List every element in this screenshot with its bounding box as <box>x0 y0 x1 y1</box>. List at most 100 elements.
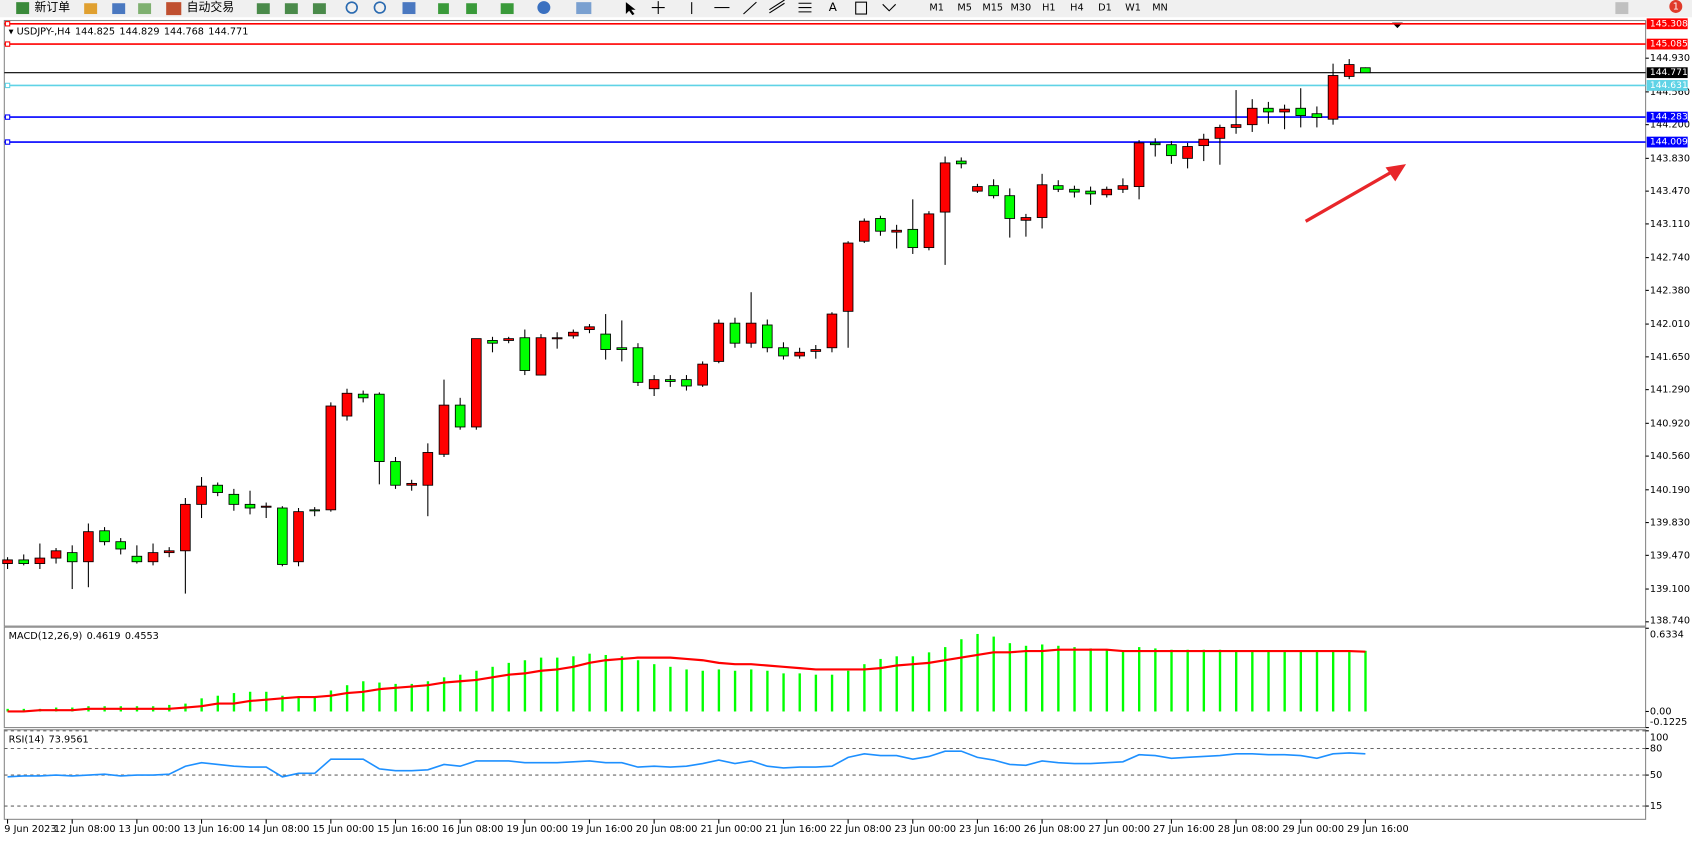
rsi-header: RSI(14) 73.9561 <box>9 734 89 745</box>
timeframe-button[interactable]: MN <box>1152 3 1168 14</box>
channel-icon[interactable] <box>769 0 785 14</box>
timeframe-button[interactable]: W1 <box>1125 3 1141 14</box>
timeframe-button[interactable]: M15 <box>982 3 1003 14</box>
macd-bar <box>345 685 349 712</box>
trendline-icon[interactable] <box>743 1 757 15</box>
y-tick-label: 139.100 <box>1650 584 1690 595</box>
notification-badge[interactable] <box>1669 0 1683 13</box>
y-tick-label: 140.190 <box>1650 485 1690 496</box>
macd-bar <box>394 683 397 712</box>
candle-body <box>1246 107 1258 126</box>
y-tick-label: 15 <box>1650 801 1662 812</box>
candle-body <box>826 313 838 349</box>
timeframe-button[interactable]: M30 <box>1010 3 1031 14</box>
macd-bar <box>265 691 268 712</box>
arrows-icon[interactable] <box>882 3 897 12</box>
x-tick-label: 20 Jun 08:00 <box>636 824 698 835</box>
toolbar-icon[interactable] <box>84 3 98 15</box>
cursor-icon[interactable] <box>625 2 636 16</box>
candle-body <box>762 324 773 349</box>
y-tick-label: 140.560 <box>1650 451 1690 462</box>
toolbar-icon[interactable] <box>112 3 126 15</box>
x-tick-label: 14 Jun 08:00 <box>248 824 310 835</box>
macd-bar <box>1202 649 1206 712</box>
price-tag <box>1646 136 1688 148</box>
chart-header: ▾ USDJPY-,H4 144.825 144.829 144.768 144.771 <box>9 26 249 37</box>
toolbar-icon[interactable] <box>402 2 416 15</box>
periods-icon[interactable] <box>537 1 551 15</box>
timeframe-button[interactable]: M1 <box>929 3 944 14</box>
toolbar-icon[interactable] <box>438 3 449 15</box>
macd-bar <box>1105 649 1109 712</box>
toolbar-icon[interactable] <box>284 3 298 15</box>
macd-bar <box>636 660 640 712</box>
candle-body <box>584 326 595 330</box>
x-tick-label: 27 Jun 00:00 <box>1088 824 1150 835</box>
candle-body <box>34 557 46 564</box>
candle-body <box>18 559 30 564</box>
macd-bar <box>1024 645 1028 712</box>
search-icon[interactable] <box>1615 2 1629 15</box>
candle-body <box>1036 184 1048 218</box>
macd-bar <box>669 666 672 712</box>
candle-body <box>99 530 110 543</box>
macd-bar <box>1251 651 1254 712</box>
macd-bar <box>1073 647 1076 712</box>
toolbar-icon[interactable] <box>466 3 477 15</box>
price-tag <box>1646 80 1688 91</box>
macd-bar <box>281 695 284 712</box>
toolbar-bg <box>0 0 1692 18</box>
candle-body <box>2 559 13 564</box>
macd-bar <box>475 670 478 712</box>
candle-body <box>1020 217 1032 221</box>
y-tick-label: 141.290 <box>1650 385 1690 396</box>
new-order-button[interactable]: 新订单 <box>35 0 71 14</box>
price-tag <box>1646 111 1688 123</box>
macd-bar <box>1057 645 1060 712</box>
label-tool-icon[interactable] <box>855 1 868 15</box>
macd-bar <box>1154 648 1157 712</box>
timeframe-button[interactable]: M5 <box>957 3 972 14</box>
candle-body <box>810 349 822 352</box>
auto-trading-button[interactable]: 自动交易 <box>187 0 234 14</box>
candle-body <box>632 347 644 383</box>
candle-body <box>503 338 514 341</box>
timeframe-button[interactable]: D1 <box>1098 3 1112 14</box>
zoom-out-icon[interactable] <box>373 1 387 14</box>
macd-bar <box>911 656 915 712</box>
timeframe-button[interactable]: H4 <box>1070 3 1083 14</box>
candle-body <box>568 331 579 337</box>
candle-body <box>1166 144 1177 157</box>
collapse-icon[interactable]: ▾ <box>9 26 17 37</box>
auto-trading-icon[interactable] <box>166 2 182 16</box>
toolbar-icon[interactable] <box>256 3 270 15</box>
zoom-in-icon[interactable] <box>345 1 358 14</box>
x-tick-label: 29 Jun 00:00 <box>1282 824 1344 835</box>
candle-body <box>697 363 708 386</box>
toolbar-icon[interactable] <box>576 2 592 15</box>
candle-body <box>390 461 401 486</box>
timeframe-button[interactable]: H1 <box>1042 3 1055 14</box>
crosshair-icon[interactable] <box>651 1 665 15</box>
candle-body <box>745 322 757 344</box>
y-tick-label: 140.920 <box>1650 418 1690 429</box>
x-tick-label: 12 Jun 08:00 <box>54 824 116 835</box>
candle-body <box>972 186 983 192</box>
macd-bar <box>1267 651 1270 712</box>
macd-bar <box>200 698 203 712</box>
candle-body <box>551 337 563 340</box>
text-tool-icon[interactable]: A <box>829 0 838 14</box>
toolbar-icon[interactable] <box>138 3 152 15</box>
macd-bar <box>766 670 769 712</box>
toolbar-icon[interactable] <box>312 3 326 15</box>
header-low: 144.768 <box>164 26 204 37</box>
macd-bar <box>313 697 316 712</box>
macd-bar <box>232 693 236 712</box>
candle-body <box>923 213 935 249</box>
macd-bar <box>653 664 656 712</box>
candle-body <box>665 379 676 382</box>
macd-bar <box>572 656 575 712</box>
fibo-icon[interactable] <box>798 2 812 13</box>
toolbar-icon[interactable] <box>500 3 514 15</box>
new-order-icon[interactable] <box>16 2 30 15</box>
